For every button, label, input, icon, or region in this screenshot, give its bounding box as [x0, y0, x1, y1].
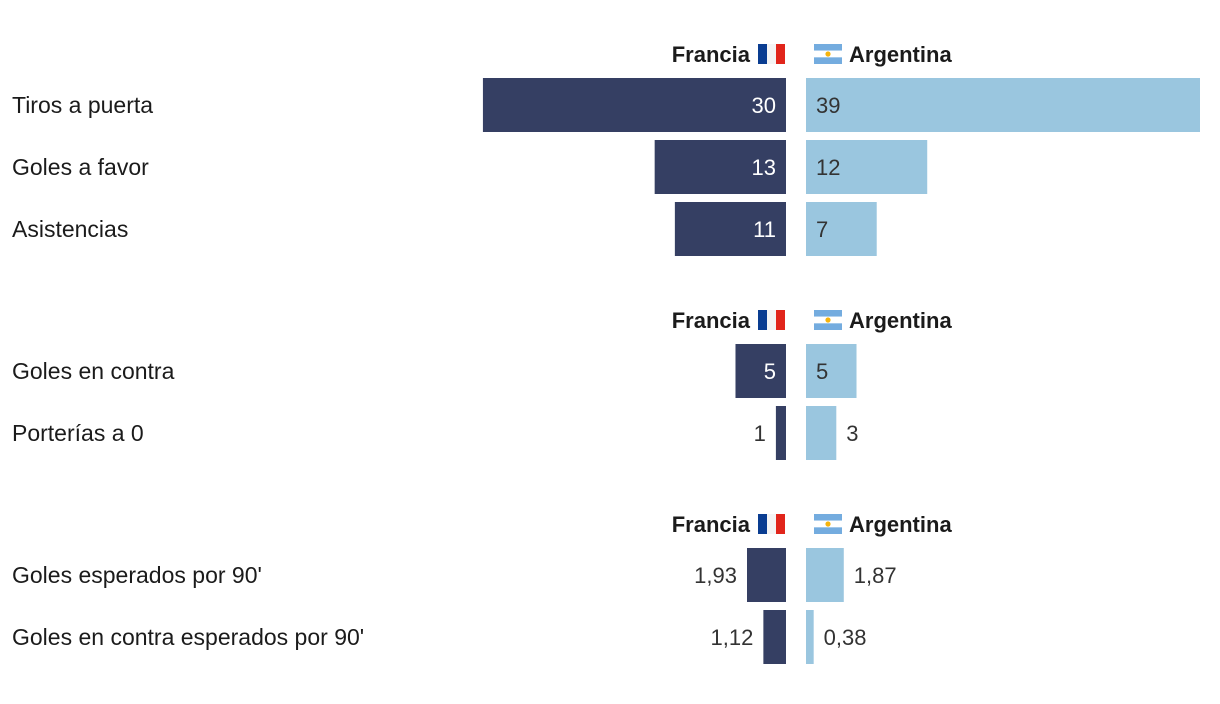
bar-francia	[747, 548, 786, 602]
flag-argentina-icon	[814, 44, 842, 64]
flag-france-white	[767, 44, 776, 64]
chart-row: Goles en contra esperados por 90' 1,12 0,3…	[12, 610, 867, 664]
chart-row: Goles en contra 5 5	[12, 344, 857, 398]
value-label-francia: 30	[752, 93, 776, 118]
value-label-francia: 1	[754, 421, 766, 446]
chart-panel-1: Francia Argentina Tiros a puerta 30 39 Goles …	[12, 42, 1200, 256]
bar-francia	[775, 406, 786, 460]
chart-row: Goles a favor 13 12	[12, 140, 928, 194]
value-label-argentina: 7	[816, 217, 828, 242]
value-label-argentina: 3	[846, 421, 858, 446]
bar-francia	[735, 344, 786, 398]
flag-france-red	[776, 44, 785, 64]
flag-france-blue	[758, 44, 767, 64]
bar-argentina	[806, 140, 928, 194]
legend-label-argentina: Argentina	[849, 512, 952, 537]
flag-france-red	[776, 310, 785, 330]
legend-label-argentina: Argentina	[849, 42, 952, 67]
flag-argentina-bottom	[814, 323, 842, 330]
value-label-argentina: 0,38	[824, 625, 867, 650]
flag-argentina-bottom	[814, 57, 842, 64]
flag-argentina-bottom	[814, 527, 842, 534]
value-label-argentina: 1,87	[854, 563, 897, 588]
flag-argentina-sun	[825, 521, 831, 527]
chart-panel-3: Francia Argentina Goles esperados por 90' 1…	[12, 512, 952, 664]
category-label: Tiros a puerta	[12, 92, 153, 118]
chart-row: Porterías a 0 1 3	[12, 406, 859, 460]
chart-row: Tiros a puerta 30 39	[12, 78, 1200, 132]
value-label-francia: 1,93	[694, 563, 737, 588]
value-label-argentina: 5	[816, 359, 828, 384]
flag-argentina-icon	[814, 310, 842, 330]
chart-row: Goles esperados por 90' 1,93 1,87	[12, 548, 897, 602]
value-label-francia: 13	[752, 155, 776, 180]
category-label: Porterías a 0	[12, 420, 144, 446]
category-label: Goles esperados por 90'	[12, 562, 262, 588]
legend-label-francia: Francia	[672, 308, 751, 333]
legend-label-francia: Francia	[672, 42, 751, 67]
bar-argentina	[806, 78, 1200, 132]
legend-label-argentina: Argentina	[849, 308, 952, 333]
value-label-francia: 1,12	[711, 625, 754, 650]
legend-header: Francia Argentina	[672, 42, 953, 67]
flag-france-icon	[758, 310, 785, 330]
category-label: Goles en contra	[12, 358, 175, 384]
flag-argentina-sun	[825, 317, 831, 323]
flag-argentina-icon	[814, 514, 842, 534]
category-label: Goles en contra esperados por 90'	[12, 624, 364, 650]
flag-france-blue	[758, 310, 767, 330]
bar-argentina	[806, 202, 877, 256]
chart-row: Asistencias 11 7	[12, 202, 877, 256]
value-label-francia: 5	[764, 359, 776, 384]
flag-argentina-sun	[825, 51, 831, 57]
bar-francia	[763, 610, 786, 664]
flag-france-white	[767, 310, 776, 330]
flag-argentina-top	[814, 310, 842, 317]
bar-argentina	[806, 406, 837, 460]
value-label-argentina: 39	[816, 93, 840, 118]
flag-france-blue	[758, 514, 767, 534]
bar-argentina	[806, 548, 844, 602]
flag-france-red	[776, 514, 785, 534]
flag-france-icon	[758, 44, 785, 64]
bar-francia	[654, 140, 786, 194]
flag-france-white	[767, 514, 776, 534]
category-label: Goles a favor	[12, 154, 149, 180]
bar-argentina	[806, 344, 857, 398]
flag-argentina-top	[814, 44, 842, 51]
bar-francia	[482, 78, 786, 132]
flag-argentina-top	[814, 514, 842, 521]
value-label-francia: 11	[753, 217, 776, 242]
legend-header: Francia Argentina	[672, 308, 953, 333]
chart-panel-2: Francia Argentina Goles en contra 5 5 Porterí…	[12, 308, 952, 460]
value-label-argentina: 12	[816, 155, 840, 180]
legend-header: Francia Argentina	[672, 512, 953, 537]
category-label: Asistencias	[12, 216, 128, 242]
legend-label-francia: Francia	[672, 512, 751, 537]
bar-argentina	[806, 610, 814, 664]
bar-francia	[674, 202, 786, 256]
flag-france-icon	[758, 514, 785, 534]
